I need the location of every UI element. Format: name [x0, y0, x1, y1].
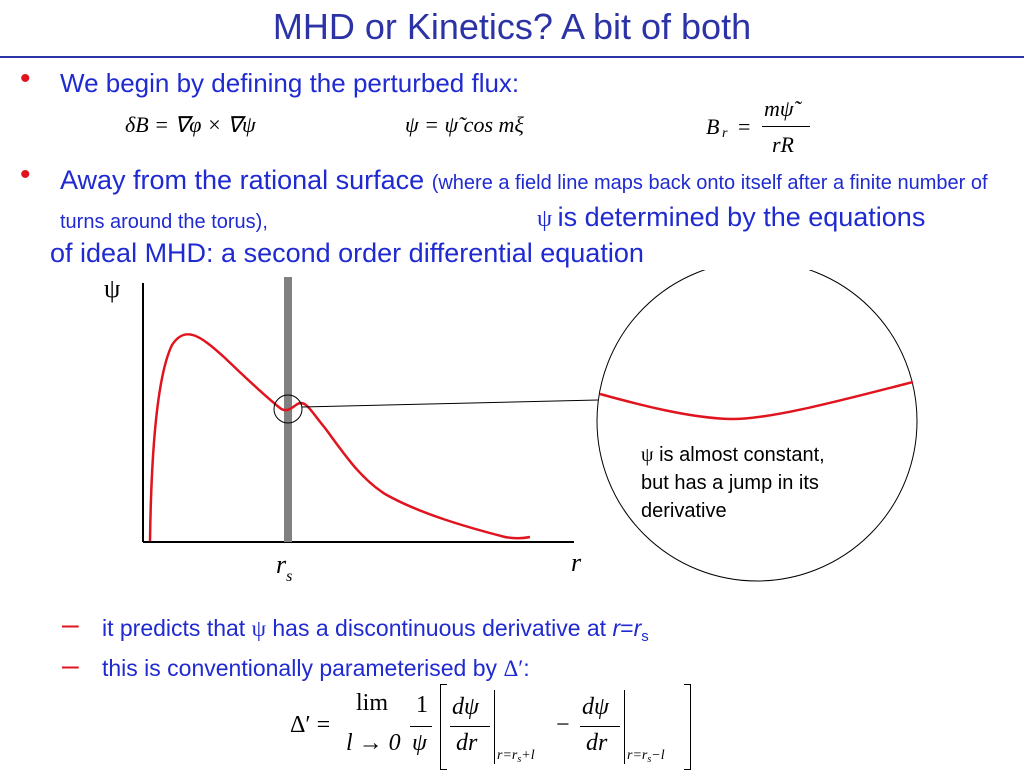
slide-title: MHD or Kinetics? A bit of both: [272, 6, 752, 47]
bullet-1-text: We begin by defining the perturbed flux:: [60, 68, 520, 98]
bullet-dot-2: •: [20, 158, 31, 191]
bullet-2-line-2: ψ is determined by the equations: [537, 202, 926, 232]
callout-text: ψ is almost constant, but has a jump in …: [641, 444, 825, 522]
equation-br: B r = mψ̃ rR: [706, 96, 816, 166]
zoom-callout-circle: [596, 270, 918, 582]
x-axis-label: r: [571, 548, 582, 577]
sub-bullet-dash-2: –: [62, 649, 79, 682]
sub-bullet-dash-1: –: [62, 608, 79, 641]
sub-bullet-2-text: this is conventionally parameterised by …: [102, 655, 530, 681]
bullet-dot-1: •: [20, 62, 31, 95]
title-rule: [0, 56, 1024, 58]
zoom-source-circle: [273, 394, 303, 424]
zoomed-curve: [599, 380, 914, 421]
psi-plot: [142, 270, 918, 582]
equation-delta-b: δB = ∇φ × ∇ψ: [125, 112, 256, 137]
rs-label: rs: [276, 550, 293, 585]
sub-bullet-1-text: it predicts that ψ has a discontinuous d…: [102, 615, 649, 645]
bullet-2-line-3: of ideal MHD: a second order differentia…: [50, 238, 644, 268]
equation-psi-cos: ψ = ψ̃ cos mξ: [405, 112, 524, 137]
zoom-connector: [301, 399, 599, 408]
psi-curve: [148, 333, 531, 542]
delta-prime-equation: Δ′ = lim l → 0 1 ψ dψ dr r=rs+l − dψ dr …: [290, 684, 700, 770]
bullet-2-line-1: Away from the rational surface (where a …: [60, 165, 988, 233]
y-axis-label: ψ: [104, 274, 121, 303]
